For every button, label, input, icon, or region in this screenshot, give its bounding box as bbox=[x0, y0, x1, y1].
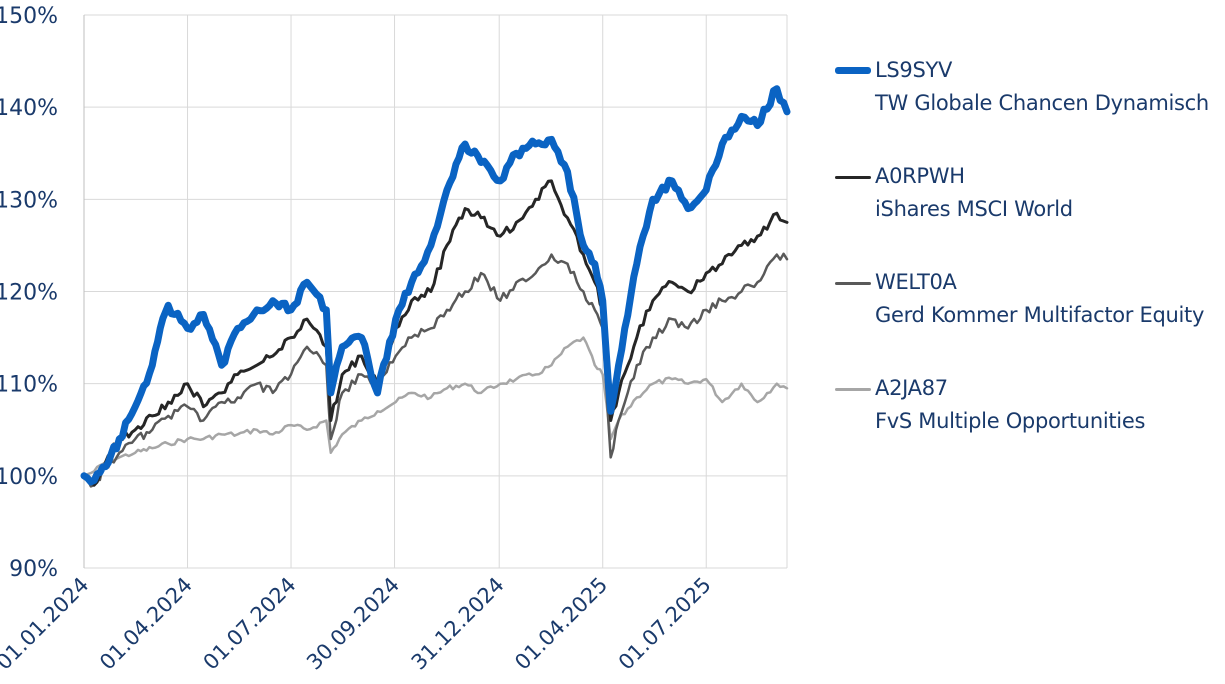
series-line-welt0a bbox=[82, 252, 789, 488]
x-tick-label: 01.07.2024 bbox=[199, 573, 301, 675]
legend-code: A2JA87 bbox=[875, 376, 948, 400]
legend-entry-a2ja87: A2JA87 FvS Multiple Opportunities bbox=[835, 376, 1225, 482]
y-tick-label: 90% bbox=[9, 557, 58, 582]
y-tick-label: 110% bbox=[0, 373, 58, 398]
legend-name: iShares MSCI World bbox=[875, 197, 1073, 221]
performance-chart: 90%100%110%120%130%140%150% 01.01.2024 01… bbox=[0, 4, 791, 675]
legend-name: FvS Multiple Opportunities bbox=[875, 409, 1146, 433]
legend-swatch-a2ja87 bbox=[835, 388, 871, 391]
x-tick-label: 01.07.2025 bbox=[614, 573, 716, 675]
series-line-a2ja87 bbox=[82, 336, 789, 478]
legend-code: LS9SYV bbox=[875, 58, 953, 82]
legend-swatch-welt0a bbox=[835, 282, 871, 285]
y-tick-label: 140% bbox=[0, 96, 58, 121]
series-line-ls9syv bbox=[80, 85, 791, 486]
y-tick-label: 100% bbox=[0, 465, 58, 490]
legend-swatch-a0rpwh bbox=[835, 176, 871, 179]
x-tick-label: 01.04.2025 bbox=[510, 573, 612, 675]
legend-code: WELT0A bbox=[875, 270, 957, 294]
legend-entry-welt0a: WELT0A Gerd Kommer Multifactor Equity bbox=[835, 270, 1225, 376]
gridlines bbox=[83, 14, 788, 569]
y-tick-label: 130% bbox=[0, 188, 58, 213]
legend: LS9SYV TW Globale Chancen Dynamisch A0RP… bbox=[835, 58, 1225, 482]
x-axis-tick-labels: 01.01.2024 01.04.2024 01.07.2024 30.09.2024… bbox=[0, 573, 716, 675]
legend-entry-a0rpwh: A0RPWH iShares MSCI World bbox=[835, 164, 1225, 270]
x-tick-label: 01.04.2024 bbox=[95, 573, 197, 675]
legend-entry-ls9syv: LS9SYV TW Globale Chancen Dynamisch bbox=[835, 58, 1225, 164]
legend-name: TW Globale Chancen Dynamisch bbox=[875, 91, 1209, 115]
y-axis-tick-labels: 90% 100% 110% 120% 130% 140% 150% bbox=[0, 4, 58, 582]
x-tick-label: 31.12.2024 bbox=[407, 573, 509, 675]
y-tick-label: 150% bbox=[0, 4, 58, 29]
series-lines bbox=[80, 85, 791, 488]
series-line-a0rpwh bbox=[82, 179, 789, 487]
legend-code: A0RPWH bbox=[875, 164, 965, 188]
legend-swatch-ls9syv bbox=[835, 67, 871, 74]
x-tick-label: 30.09.2024 bbox=[302, 573, 404, 675]
legend-name: Gerd Kommer Multifactor Equity bbox=[875, 303, 1205, 327]
y-tick-label: 120% bbox=[0, 281, 58, 306]
x-tick-label: 01.01.2024 bbox=[0, 573, 94, 675]
